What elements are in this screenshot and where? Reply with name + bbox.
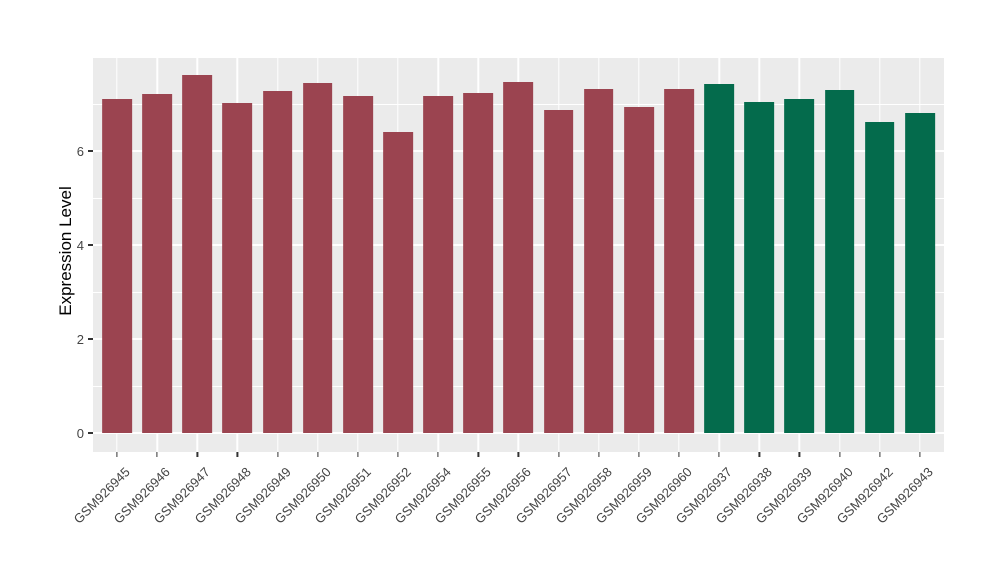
y-axis-tick [88, 150, 93, 152]
x-axis-tick [236, 452, 239, 457]
bar-GSM926954 [423, 95, 454, 433]
bar-slot: GSM926952 [352, 58, 418, 527]
x-axis-tick [277, 452, 279, 457]
x-axis-tick [758, 452, 760, 457]
bar-GSM926942 [864, 122, 895, 433]
bar-GSM926949 [262, 91, 293, 433]
x-axis-tick [638, 452, 640, 457]
x-axis-tick [357, 452, 359, 457]
x-axis-tick [598, 452, 600, 457]
bar-GSM926951 [343, 96, 373, 433]
x-axis-tick [558, 452, 560, 457]
bar-slot: GSM926948 [191, 58, 257, 527]
bar-GSM926959 [624, 107, 654, 433]
y-tick-label: 4 [76, 237, 84, 253]
x-axis-tick [798, 452, 801, 457]
bar-GSM926957 [543, 110, 574, 433]
bar-slot: GSM926958 [552, 58, 619, 527]
bar-slot: GSM926943 [874, 58, 940, 527]
bar-GSM926958 [583, 88, 614, 433]
x-axis-tick [517, 452, 520, 457]
bar-slots: GSM926945 GSM926946 GSM926947 GSM926948 GSM9… [71, 58, 944, 527]
bar-slot: GSM926959 [593, 58, 659, 527]
bar-GSM926940 [824, 90, 855, 433]
bar-slot: GSM926957 [512, 58, 579, 527]
bar-GSM926939 [784, 99, 815, 433]
y-axis-tick [88, 432, 93, 434]
bar-slot: GSM926955 [432, 58, 498, 527]
x-axis-tick [919, 452, 921, 457]
bar-GSM926960 [664, 89, 694, 433]
bar-slot: GSM926942 [833, 58, 900, 527]
x-axis-tick [156, 452, 158, 457]
y-axis-tick [88, 244, 93, 246]
y-tick-label: 6 [76, 143, 84, 159]
y-tick-label: 2 [76, 331, 84, 347]
x-axis-tick [839, 452, 841, 457]
x-axis-tick [678, 452, 680, 457]
x-axis-tick [317, 452, 319, 457]
bar-slot: GSM926945 [71, 58, 137, 527]
bar-GSM926937 [704, 84, 735, 433]
x-axis-tick [397, 452, 399, 457]
bar-GSM926947 [182, 75, 213, 433]
bar-GSM926945 [102, 99, 132, 433]
bar-GSM926955 [463, 92, 494, 433]
x-axis-tick [477, 452, 479, 457]
bar-slot: GSM926960 [633, 58, 699, 527]
bar-GSM926946 [142, 93, 173, 433]
bar-slot: GSM926947 [151, 58, 217, 527]
bar-GSM926943 [905, 112, 935, 433]
bar-GSM926950 [302, 83, 333, 433]
x-axis-tick [437, 452, 439, 457]
y-axis-tick [88, 338, 93, 340]
bar-GSM926948 [222, 103, 253, 433]
bar-slot: GSM926937 [673, 58, 739, 527]
y-tick-label: 0 [76, 425, 84, 441]
x-axis-tick [718, 452, 720, 457]
bar-GSM926956 [503, 82, 534, 433]
bar-slot: GSM926939 [753, 58, 819, 527]
bar-slot: GSM926950 [271, 58, 338, 527]
bar-slot: GSM926956 [472, 58, 538, 527]
bar-slot: GSM926954 [392, 58, 458, 527]
bar-slot: GSM926946 [111, 58, 177, 527]
bar-slot: GSM926938 [713, 58, 779, 527]
bar-GSM926952 [383, 131, 413, 433]
x-axis-tick [879, 452, 881, 457]
bar-slot: GSM926949 [231, 58, 298, 527]
plot-panel: GSM926945 GSM926946 GSM926947 GSM926948 GSM9… [71, 58, 944, 527]
x-axis-tick [196, 452, 198, 457]
bar-slot: GSM926951 [312, 58, 378, 527]
bar-GSM926938 [744, 101, 775, 433]
x-axis-tick [116, 452, 118, 457]
bar-slot: GSM926940 [793, 58, 860, 527]
